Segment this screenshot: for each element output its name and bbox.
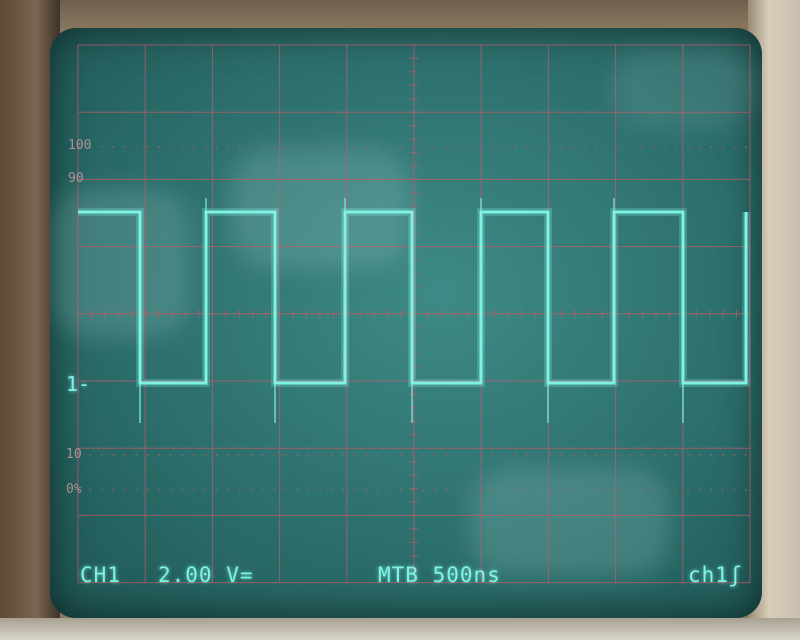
scale-label-90: 90 xyxy=(68,171,84,186)
scale-label-100: 100 xyxy=(68,138,92,153)
square-wave-trace xyxy=(78,210,748,385)
channel-readout: CH1 xyxy=(80,563,121,587)
trigger-readout: ch1ʃ xyxy=(688,563,743,587)
channel-1-ground-marker: 1- xyxy=(66,372,91,396)
signal-trace xyxy=(78,198,750,423)
scale-label-10: 10 xyxy=(66,447,82,462)
oscilloscope-bezel-top xyxy=(0,0,800,30)
timebase-readout: MTB 500ns xyxy=(378,563,501,587)
scale-label-0-percent: 0% xyxy=(66,482,82,497)
graticule-grid xyxy=(77,44,751,584)
oscilloscope-bezel-bottom xyxy=(0,618,800,640)
volts-per-div-readout: 2.00 V= xyxy=(158,563,254,587)
